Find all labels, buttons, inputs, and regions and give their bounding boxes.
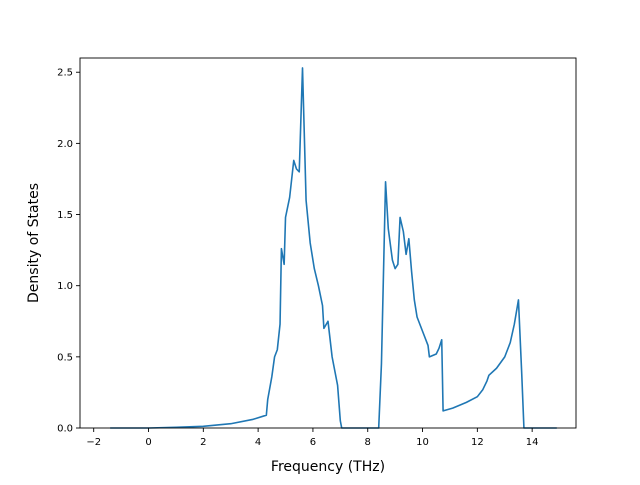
x-axis-title: Frequency (THz) [271,459,385,475]
y-tick-label: 1.0 [57,281,73,292]
y-tick-label: 1.5 [57,210,73,221]
x-tick-label: −2 [86,437,101,448]
x-axis-ticks: −2 0 2 4 6 8 10 12 14 [86,428,539,448]
x-tick-label: 6 [310,437,316,448]
plot-frame [79,57,577,429]
y-tick-label: 2.5 [57,68,73,79]
x-tick-label: 2 [200,437,206,448]
y-axis-title: Density of States [26,183,42,303]
x-tick-label: 10 [416,437,429,448]
dos-series-line [110,67,557,429]
x-tick-label: 8 [365,437,371,448]
y-axis-ticks: 0.0 0.5 1.0 1.5 2.0 2.5 [57,68,80,435]
y-tick-label: 0.5 [57,352,73,363]
x-tick-label: 14 [526,437,539,448]
plot-area [80,58,576,428]
x-tick-label: 12 [471,437,484,448]
y-tick-label: 2.0 [57,139,73,150]
x-tick-label: 0 [145,437,151,448]
x-tick-label: 4 [255,437,261,448]
y-tick-label: 0.0 [57,424,73,435]
